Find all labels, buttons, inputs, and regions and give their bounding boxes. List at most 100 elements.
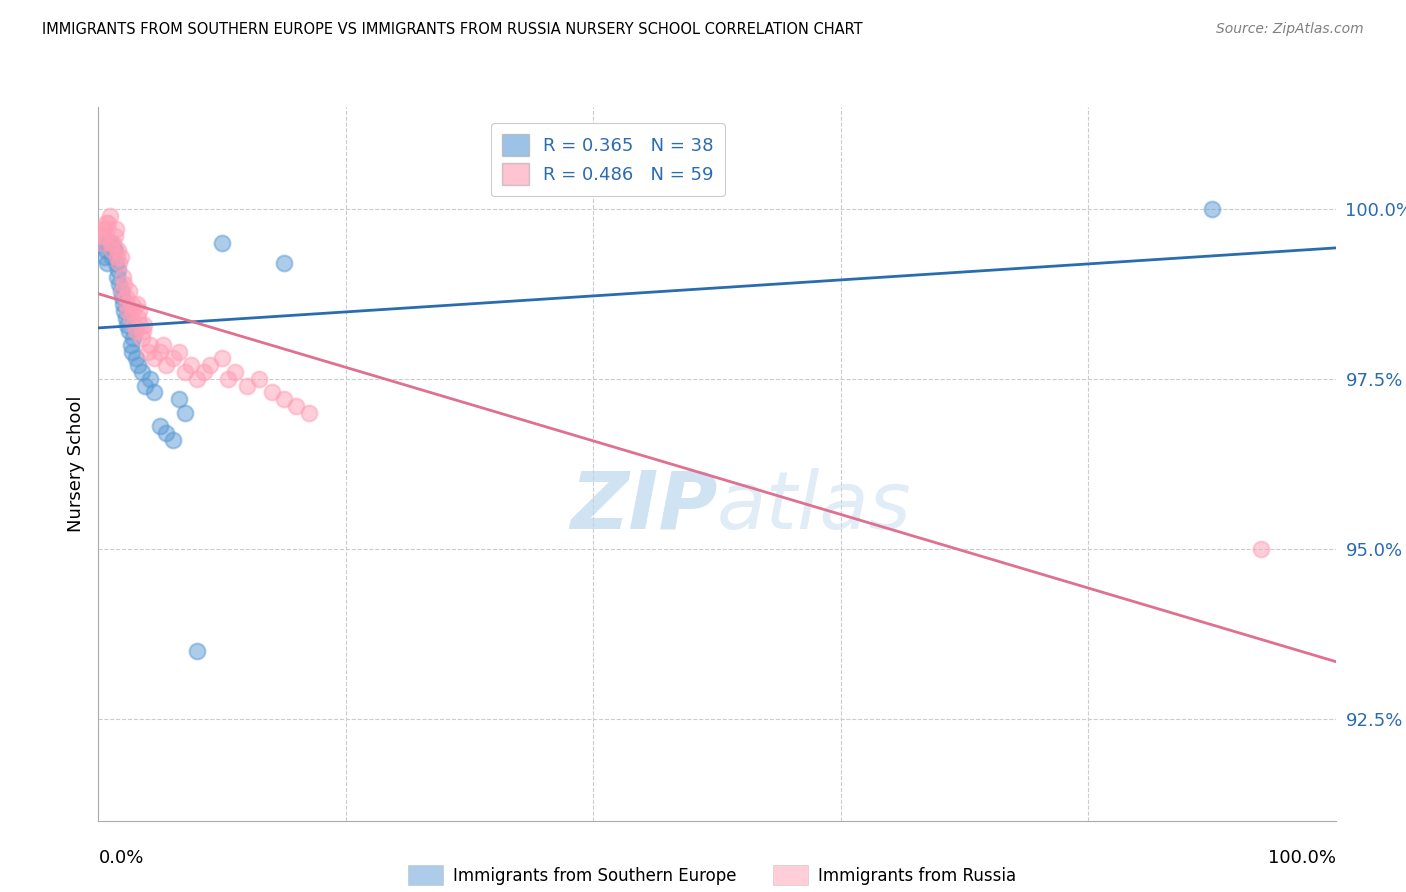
- Point: [149, 419, 172, 434]
- Point: [96, 222, 118, 236]
- Point: [124, 324, 146, 338]
- Point: [94, 216, 117, 230]
- Point: [121, 344, 143, 359]
- Point: [111, 290, 134, 304]
- Point: [174, 365, 197, 379]
- Point: [127, 359, 149, 373]
- Point: [211, 351, 233, 366]
- Point: [103, 229, 125, 244]
- Point: [100, 235, 122, 250]
- Point: [125, 297, 148, 311]
- Point: [101, 250, 124, 264]
- Text: ZIP: ZIP: [569, 467, 717, 546]
- Point: [93, 222, 115, 236]
- Point: [132, 324, 155, 338]
- Text: 0.0%: 0.0%: [98, 849, 143, 867]
- Point: [167, 344, 190, 359]
- Point: [114, 290, 136, 304]
- Point: [110, 284, 132, 298]
- Point: [186, 644, 208, 658]
- Point: [112, 269, 135, 284]
- Point: [143, 351, 166, 366]
- Point: [98, 209, 121, 223]
- Point: [121, 297, 143, 311]
- Point: [167, 392, 190, 407]
- Legend: R = 0.365   N = 38, R = 0.486   N = 59: R = 0.365 N = 38, R = 0.486 N = 59: [491, 123, 724, 196]
- Point: [1201, 202, 1223, 216]
- Point: [124, 318, 146, 332]
- Point: [90, 229, 112, 244]
- Point: [134, 318, 156, 332]
- Point: [131, 331, 153, 345]
- Point: [97, 216, 120, 230]
- Point: [198, 359, 221, 373]
- Point: [101, 243, 124, 257]
- Text: atlas: atlas: [717, 467, 912, 546]
- Point: [285, 399, 308, 413]
- Point: [118, 324, 141, 338]
- Text: 100.0%: 100.0%: [1268, 849, 1336, 867]
- Point: [131, 365, 153, 379]
- Point: [111, 284, 134, 298]
- Text: Immigrants from Russia: Immigrants from Russia: [818, 867, 1017, 885]
- Point: [149, 344, 172, 359]
- Point: [193, 365, 215, 379]
- Point: [129, 318, 152, 332]
- Point: [93, 229, 115, 244]
- Point: [247, 372, 270, 386]
- Text: IMMIGRANTS FROM SOUTHERN EUROPE VS IMMIGRANTS FROM RUSSIA NURSERY SCHOOL CORRELA: IMMIGRANTS FROM SOUTHERN EUROPE VS IMMIG…: [42, 22, 863, 37]
- Point: [110, 250, 132, 264]
- Point: [93, 250, 115, 264]
- Point: [94, 243, 117, 257]
- Point: [115, 297, 138, 311]
- Point: [217, 372, 239, 386]
- Point: [97, 235, 120, 250]
- Point: [93, 235, 115, 250]
- Point: [273, 392, 295, 407]
- Point: [180, 359, 202, 373]
- Point: [108, 277, 131, 291]
- Point: [120, 338, 142, 352]
- Point: [96, 256, 118, 270]
- Point: [139, 338, 162, 352]
- Point: [136, 344, 159, 359]
- Point: [117, 304, 139, 318]
- Text: Source: ZipAtlas.com: Source: ZipAtlas.com: [1216, 22, 1364, 37]
- Text: Immigrants from Southern Europe: Immigrants from Southern Europe: [453, 867, 737, 885]
- Point: [162, 351, 184, 366]
- Point: [152, 338, 174, 352]
- Point: [224, 365, 246, 379]
- Y-axis label: Nursery School: Nursery School: [66, 395, 84, 533]
- Point: [114, 310, 136, 325]
- Point: [186, 372, 208, 386]
- Point: [122, 331, 145, 345]
- Point: [103, 235, 125, 250]
- Point: [112, 304, 135, 318]
- Point: [260, 385, 283, 400]
- Point: [211, 235, 233, 250]
- Point: [124, 351, 146, 366]
- Point: [107, 263, 129, 277]
- Point: [1250, 541, 1272, 556]
- Point: [115, 318, 138, 332]
- Point: [139, 372, 162, 386]
- Point: [298, 406, 321, 420]
- Point: [128, 304, 150, 318]
- Point: [118, 284, 141, 298]
- Point: [104, 222, 127, 236]
- Point: [127, 310, 149, 325]
- Point: [100, 235, 122, 250]
- Point: [155, 426, 177, 441]
- Point: [162, 433, 184, 447]
- Point: [105, 269, 128, 284]
- Point: [236, 378, 259, 392]
- Point: [143, 385, 166, 400]
- Point: [91, 235, 114, 250]
- Point: [103, 243, 125, 257]
- Point: [107, 243, 129, 257]
- Point: [104, 256, 127, 270]
- Point: [174, 406, 197, 420]
- Point: [103, 243, 125, 257]
- Point: [122, 304, 145, 318]
- Point: [120, 310, 142, 325]
